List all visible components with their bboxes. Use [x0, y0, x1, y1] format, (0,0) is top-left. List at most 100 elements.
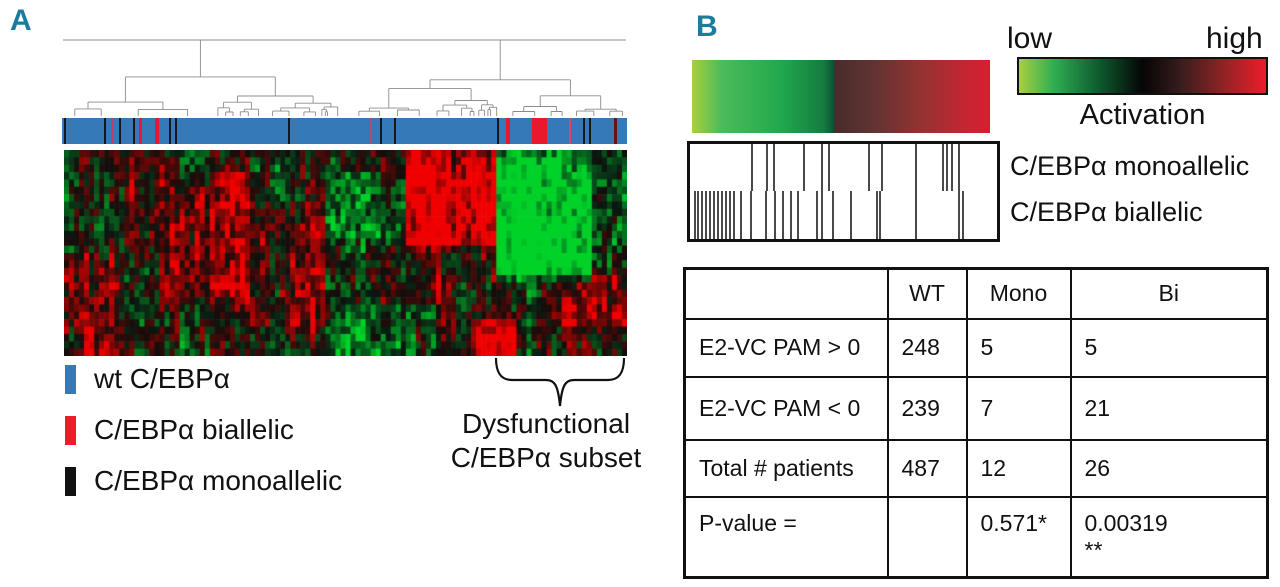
monoallelic-track	[690, 144, 997, 191]
legend-swatch	[65, 364, 76, 394]
biallelic-tick	[728, 191, 731, 239]
mutation-track-box	[687, 141, 1000, 242]
heatmap-legend: wt C/EBPα C/EBPα biallelic C/EBPα monoalle…	[65, 363, 343, 517]
table-cell: 0.571*	[965, 495, 1072, 579]
legend-label: C/EBPα biallelic	[94, 414, 294, 445]
panel-a-label: A	[10, 4, 32, 37]
table-row: E2-VC PAM > 0 248 5 5	[683, 317, 1269, 378]
biallelic-tick	[733, 191, 735, 239]
annotation-stripe	[589, 118, 592, 144]
biallelic-track-label: C/EBPα biallelic	[1010, 197, 1203, 227]
table-cell: 5	[965, 317, 1072, 378]
scale-low-label: low	[1007, 22, 1053, 55]
scale-title: Activation	[1079, 99, 1206, 131]
activation-color-scale	[1017, 57, 1268, 95]
annotation-stripe	[369, 118, 372, 144]
monoallelic-tick	[867, 144, 870, 191]
panel-b-label: B	[696, 10, 718, 43]
annotation-stripe	[111, 118, 114, 144]
biallelic-tick	[713, 191, 715, 239]
subset-annotation: Dysfunctional C/EBPα subset	[424, 407, 668, 475]
table-row: Total # patients 487 12 26	[683, 438, 1269, 498]
monoallelic-tick	[772, 144, 775, 191]
table-cell: 487	[886, 438, 968, 498]
legend-label: C/EBPα monoallelic	[94, 465, 343, 496]
legend-item: C/EBPα biallelic	[65, 414, 342, 445]
annotation-stripe	[614, 118, 617, 144]
biallelic-tick	[693, 191, 696, 239]
monoallelic-tick	[751, 144, 754, 191]
annotation-stripe	[568, 118, 571, 144]
annotation-stripe	[175, 118, 177, 144]
annotation-stripe	[64, 118, 67, 144]
biallelic-tick	[782, 191, 785, 239]
table-cell: 12	[965, 438, 1072, 498]
annotation-stripe	[532, 118, 548, 144]
table-header: Mono	[965, 267, 1072, 320]
biallelic-tick	[717, 191, 719, 239]
table-cell: E2-VC PAM < 0	[683, 375, 889, 441]
monoallelic-tick	[942, 144, 945, 191]
table-cell: 248	[886, 317, 968, 378]
biallelic-tick	[875, 191, 878, 239]
biallelic-tick	[789, 191, 792, 239]
legend-item: C/EBPα monoallelic	[65, 465, 343, 496]
biallelic-tick	[720, 191, 723, 239]
expression-heatmap	[64, 150, 627, 356]
table-header: Bi	[1069, 267, 1269, 320]
table-header: WT	[886, 267, 968, 320]
biallelic-tick	[915, 191, 917, 239]
annotation-stripe	[582, 118, 585, 144]
biallelic-tick	[878, 191, 881, 239]
biallelic-tick	[832, 191, 835, 239]
annotation-stripe	[497, 118, 500, 144]
biallelic-tick	[820, 191, 823, 239]
monoallelic-tick	[802, 144, 805, 191]
biallelic-tick	[958, 191, 961, 239]
annotation-stripe	[138, 118, 142, 144]
monoallelic-tick	[821, 144, 824, 191]
table-cell: Total # patients	[683, 438, 889, 498]
legend-label: wt C/EBPα	[94, 363, 230, 394]
annotation-stripe	[379, 118, 382, 144]
biallelic-tick	[709, 191, 711, 239]
biallelic-tick	[765, 191, 768, 239]
monoallelic-tick	[958, 144, 961, 191]
biallelic-tick	[815, 191, 818, 239]
table-cell	[886, 495, 968, 579]
activation-gradient-bar	[692, 60, 990, 133]
table-cell: 5	[1069, 317, 1269, 378]
monoallelic-tick	[951, 144, 954, 191]
annotation-stripe	[118, 118, 121, 144]
biallelic-tick	[774, 191, 777, 239]
biallelic-tick	[701, 191, 704, 239]
monoallelic-tick	[827, 144, 830, 191]
monoallelic-track-label: C/EBPα monoallelic	[1010, 151, 1250, 181]
table-cell: 21	[1069, 375, 1269, 441]
dendrogram	[63, 39, 626, 116]
legend-swatch	[65, 415, 76, 445]
monoallelic-tick	[881, 144, 883, 191]
mutation-annotation-bar	[62, 118, 627, 144]
table-cell: 0.00319 **	[1069, 495, 1269, 579]
biallelic-tick	[705, 191, 708, 239]
monoallelic-tick	[765, 144, 768, 191]
biallelic-tick	[849, 191, 852, 239]
biallelic-tick	[724, 191, 727, 239]
subset-annotation-line1: Dysfunctional	[461, 408, 631, 439]
biallelic-tick	[750, 191, 753, 239]
legend-swatch	[65, 466, 76, 496]
table-cell: E2-VC PAM > 0	[683, 317, 889, 378]
biallelic-tick	[697, 191, 700, 239]
legend-item: wt C/EBPα	[65, 363, 342, 394]
table-cell: 26	[1069, 438, 1269, 498]
biallelic-tick	[962, 191, 964, 239]
table-row: E2-VC PAM < 0 239 7 21	[683, 375, 1269, 441]
table-header	[683, 267, 889, 320]
biallelic-track	[690, 191, 997, 239]
subset-annotation-line2: C/EBPα subset	[450, 442, 642, 473]
table-cell: 239	[886, 375, 968, 441]
statistics-table: WT Mono Bi E2-VC PAM > 0 248 5 5 E2-VC PAM < 0…	[683, 267, 1269, 579]
subset-brace	[494, 357, 626, 407]
